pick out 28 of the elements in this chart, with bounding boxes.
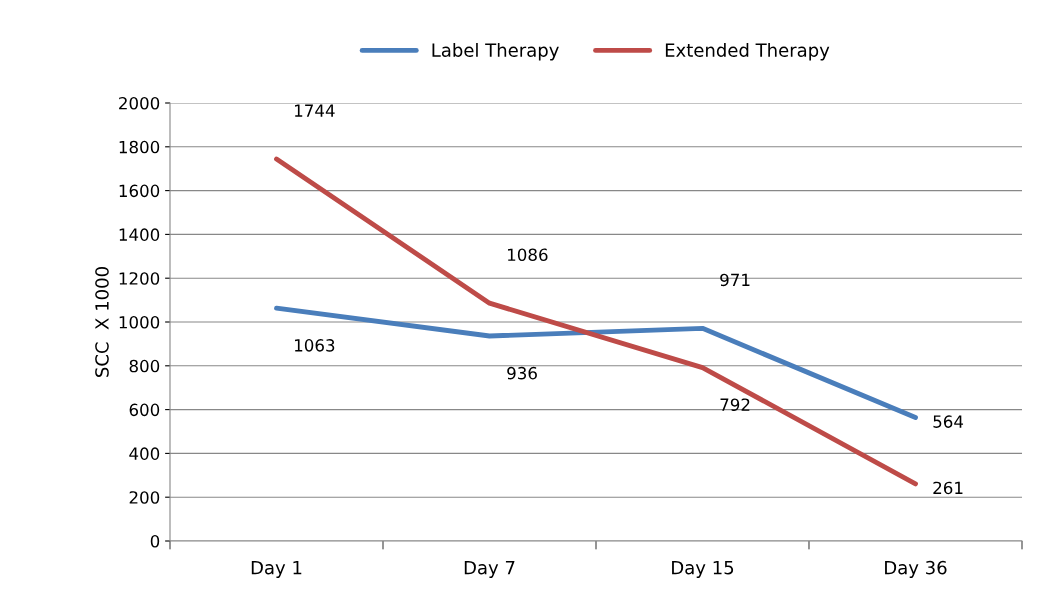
data-label: 564 — [933, 415, 964, 428]
data-label: 261 — [933, 481, 963, 495]
y-tick-label: 1800 — [119, 140, 160, 154]
x-tick-label: Day 15 — [672, 561, 734, 578]
y-tick-label: 600 — [129, 403, 160, 417]
legend-label: Extended Therapy — [665, 43, 830, 61]
y-tick-label: 1600 — [119, 184, 160, 198]
y-tick-label: 2000 — [119, 96, 160, 110]
legend-label: Label Therapy — [432, 43, 559, 61]
line-series — [274, 305, 918, 420]
data-label: 1063 — [295, 339, 335, 352]
y-tick-label: 1200 — [119, 272, 160, 285]
y-tick-label: 800 — [129, 359, 160, 373]
data-label: 971 — [720, 273, 750, 287]
x-tick-label: Day 1 — [251, 561, 302, 578]
y-tick-label: 1400 — [119, 228, 160, 241]
x-tick-label: Day 7 — [464, 561, 515, 578]
y-tick-label: 0 — [150, 534, 160, 548]
x-tick-label: Day 36 — [885, 560, 947, 578]
data-label: 936 — [507, 366, 537, 380]
y-tick-label: 1000 — [119, 315, 160, 329]
y-axis-title: SCC X 1000 — [95, 267, 109, 377]
data-label: 1744 — [295, 104, 335, 117]
y-tick-label: 400 — [129, 447, 160, 460]
line-series — [274, 156, 918, 487]
data-label: 1086 — [508, 248, 548, 262]
y-tick-label: 200 — [129, 491, 160, 504]
data-label: 792 — [720, 398, 750, 412]
